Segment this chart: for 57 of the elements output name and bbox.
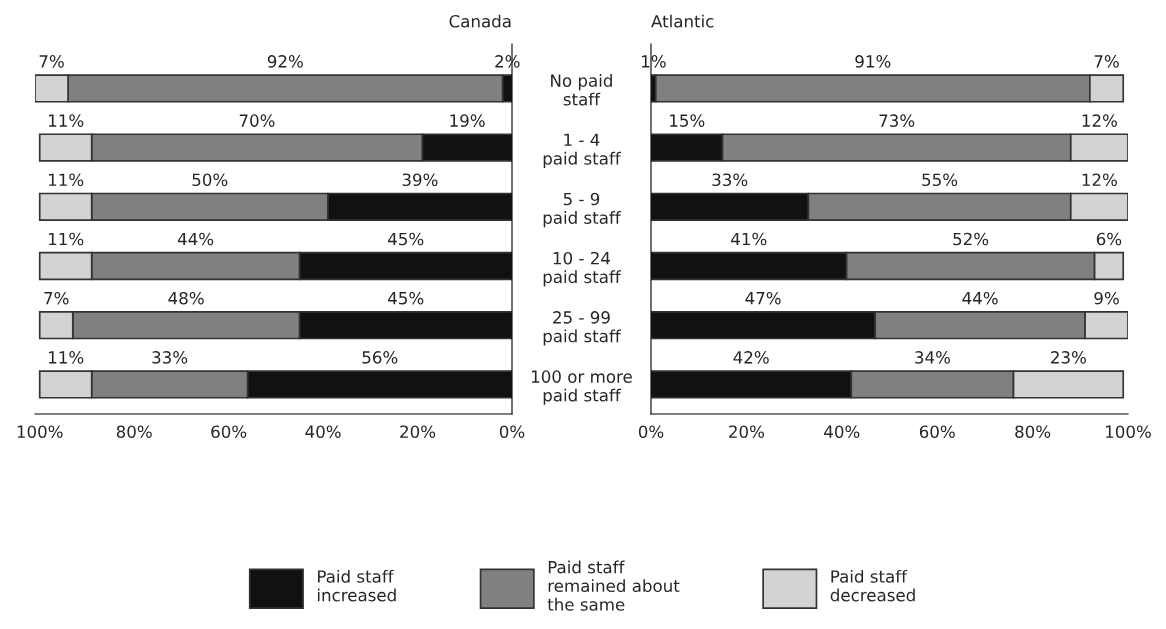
data-label: 33% [712,173,748,187]
data-label: 44% [177,232,214,246]
legend-label: Paid staff remained about the same [547,560,680,611]
data-label: 7% [44,291,69,305]
y-tick-label: 10 - 24 paid staff [543,251,621,287]
y-tick-label: 25 - 99 paid staff [543,311,621,346]
x-tick-label: 20% [400,425,436,439]
data-label: 45% [388,232,424,246]
data-label: 7% [39,55,64,68]
x-tick-label: 0% [638,425,664,439]
data-label: 73% [879,114,915,127]
data-label: 45% [388,291,424,305]
y-tick-label: No paid staff [551,74,612,106]
y-tick-label: 5 - 9 paid staff [543,192,621,228]
data-label: 15% [670,114,705,127]
data-label: 52% [953,232,989,246]
x-tick-label: 80% [116,425,152,439]
data-label: 50% [192,173,228,187]
data-label: 12% [1082,114,1117,127]
x-tick-label: 0% [499,425,525,439]
x-tick-label: 40% [305,425,341,439]
data-label: 12% [1082,173,1117,187]
data-label: 56% [362,351,398,364]
legend-label: Paid staff increased [317,569,396,602]
y-tick-label: 100 or more paid staff [531,370,632,405]
data-label: 19% [450,114,485,127]
data-label: 47% [745,291,781,305]
data-label: 48% [168,291,204,305]
x-tick-label: 100% [1106,425,1151,439]
data-label: 34% [915,351,951,364]
chart-title: Atlantic [651,14,714,28]
data-label: 11% [49,173,84,187]
legend-label: Paid staff decreased [830,569,915,602]
data-label: 11% [49,351,84,364]
x-tick-label: 100% [17,425,63,439]
x-tick-label: 80% [1015,425,1051,439]
data-label: 44% [962,291,998,305]
data-label: 23% [1051,351,1086,364]
data-label: 92% [267,55,303,68]
data-label: 55% [922,173,958,187]
data-label: 33% [152,351,188,364]
data-label: 9% [1094,291,1119,305]
data-label: 42% [733,351,769,364]
x-tick-label: 20% [729,425,764,439]
data-label: 41% [731,232,767,246]
data-label: 91% [855,55,891,68]
data-label: 70% [239,114,275,127]
chart-title: Canada [449,14,511,28]
x-tick-label: 60% [919,425,955,439]
data-label: 11% [49,232,84,246]
data-label: 11% [49,114,84,127]
x-tick-label: 40% [824,425,860,439]
data-label: 6% [1096,232,1122,246]
y-tick-label: 1 - 4 paid staff [543,133,621,168]
x-tick-label: 60% [211,425,247,439]
data-label: 7% [1094,55,1119,68]
data-label: 39% [402,173,438,187]
